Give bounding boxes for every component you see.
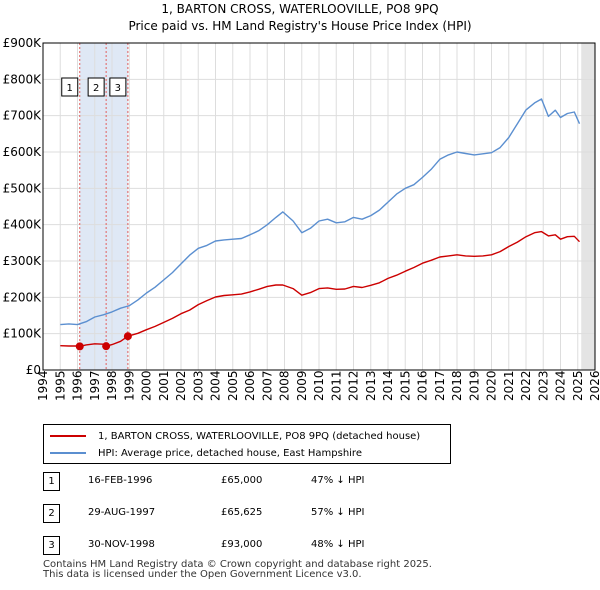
y-tick-label: £800K bbox=[3, 72, 43, 86]
footer-licence: This data is licensed under the Open Gov… bbox=[43, 569, 362, 580]
x-tick-label: 1995 bbox=[53, 370, 67, 401]
legend-item-hpi: HPI: Average price, detached house, East… bbox=[44, 445, 362, 461]
x-tick-label: 2012 bbox=[347, 370, 361, 401]
y-tick-label: £200K bbox=[3, 290, 43, 304]
sale-row: 1 16-FEB-1996 £65,000 47% ↓ HPI bbox=[0, 472, 600, 492]
footer: Contains HM Land Registry data © Crown c… bbox=[43, 560, 432, 580]
future-shade bbox=[581, 43, 595, 370]
sale-label-box bbox=[109, 77, 127, 97]
y-tick-label: £100K bbox=[3, 327, 43, 341]
price-chart: 1 2 3 £0 £100K £200K £300K £400K £500K £600K £700K… bbox=[3, 36, 600, 401]
y-tick-label: £900K bbox=[3, 36, 43, 50]
sale-point bbox=[123, 332, 132, 341]
x-tick-label: 2007 bbox=[260, 370, 274, 401]
sale-date: 30-NOV-1998 bbox=[88, 539, 155, 550]
x-tick-label: 2002 bbox=[174, 370, 188, 401]
sale-label-box bbox=[87, 77, 105, 97]
sale-label: 2 bbox=[93, 83, 99, 94]
x-tick-label: 2001 bbox=[157, 370, 171, 401]
legend-item-property: 1, BARTON CROSS, WATERLOOVILLE, PO8 9PQ … bbox=[44, 428, 420, 444]
sale-hpi-diff: 47% ↓ HPI bbox=[311, 475, 365, 486]
sale-row: 3 30-NOV-1998 £93,000 48% ↓ HPI bbox=[0, 536, 600, 556]
sale-price: £65,000 bbox=[221, 475, 263, 486]
property-price-line bbox=[60, 230, 581, 348]
sale-hpi-diff: 57% ↓ HPI bbox=[311, 507, 365, 518]
hpi-line bbox=[60, 98, 581, 326]
sale-label: 3 bbox=[115, 83, 121, 94]
sale-point bbox=[102, 342, 111, 351]
chart-subtitle: Price paid vs. HM Land Registry's House … bbox=[128, 19, 472, 33]
sale-number: 2 bbox=[43, 504, 60, 523]
x-tick-label: 1998 bbox=[105, 370, 119, 401]
x-tick-label: 2023 bbox=[536, 370, 550, 401]
x-tick-label: 2009 bbox=[295, 370, 309, 401]
sale-date: 16-FEB-1996 bbox=[88, 475, 153, 486]
plot-frame bbox=[42, 42, 596, 371]
x-tick-label: 2026 bbox=[588, 370, 600, 401]
x-tick-label: 2003 bbox=[191, 370, 205, 401]
x-tick-label: 2005 bbox=[226, 370, 240, 401]
x-tick-label: 2022 bbox=[519, 370, 533, 401]
footer-copyright: Contains HM Land Registry data © Crown c… bbox=[43, 559, 432, 570]
sale-price: £65,625 bbox=[221, 507, 263, 518]
x-tick-label: 2021 bbox=[502, 370, 516, 401]
y-tick-label: £0 bbox=[26, 363, 41, 377]
x-tick-label: 1994 bbox=[36, 370, 50, 401]
x-tick-label: 2018 bbox=[450, 370, 464, 401]
y-tick-label: £300K bbox=[3, 254, 43, 268]
sale-date: 29-AUG-1997 bbox=[88, 507, 156, 518]
sale-label: 1 bbox=[67, 83, 73, 94]
y-tick-label: £700K bbox=[3, 109, 43, 123]
legend-label-hpi: HPI: Average price, detached house, East… bbox=[98, 447, 362, 459]
x-tick-label: 2008 bbox=[278, 370, 292, 401]
x-tick-label: 2006 bbox=[243, 370, 257, 401]
x-tick-label: 2025 bbox=[571, 370, 585, 401]
x-tick-label: 2019 bbox=[467, 370, 481, 401]
sale-number: 1 bbox=[43, 472, 60, 491]
x-tick-label: 2011 bbox=[329, 370, 343, 401]
y-tick-label: £600K bbox=[3, 145, 43, 159]
x-tick-label: 1999 bbox=[122, 370, 136, 401]
sale-row: 2 29-AUG-1997 £65,625 57% ↓ HPI bbox=[0, 504, 600, 524]
x-tick-label: 1996 bbox=[71, 370, 85, 401]
x-tick-label: 2016 bbox=[416, 370, 430, 401]
x-tick-label: 2004 bbox=[209, 370, 223, 401]
x-tick-label: 2014 bbox=[381, 370, 395, 401]
x-tick-label: 2000 bbox=[140, 370, 154, 401]
x-tick-label: 2024 bbox=[554, 370, 568, 401]
legend: 1, BARTON CROSS, WATERLOOVILLE, PO8 9PQ … bbox=[43, 424, 451, 464]
legend-swatch-property bbox=[50, 435, 86, 437]
x-tick-label: 2013 bbox=[364, 370, 378, 401]
sale-point bbox=[75, 342, 84, 351]
x-tick-label: 2017 bbox=[433, 370, 447, 401]
legend-label-property: 1, BARTON CROSS, WATERLOOVILLE, PO8 9PQ … bbox=[98, 430, 421, 442]
sales-period-shade bbox=[79, 43, 128, 370]
legend-swatch-hpi bbox=[50, 452, 86, 454]
sale-hpi-diff: 48% ↓ HPI bbox=[311, 539, 365, 550]
x-tick-label: 2010 bbox=[312, 370, 326, 401]
sale-label-box bbox=[61, 77, 79, 97]
x-tick-label: 1997 bbox=[88, 370, 102, 401]
chart-title: 1, BARTON CROSS, WATERLOOVILLE, PO8 9PQ bbox=[161, 2, 439, 16]
x-tick-label: 2015 bbox=[398, 370, 412, 401]
y-tick-label: £400K bbox=[3, 218, 43, 232]
sale-number: 3 bbox=[43, 536, 60, 555]
sale-price: £93,000 bbox=[221, 539, 263, 550]
y-tick-label: £500K bbox=[3, 181, 43, 195]
x-tick-label: 2020 bbox=[485, 370, 499, 401]
